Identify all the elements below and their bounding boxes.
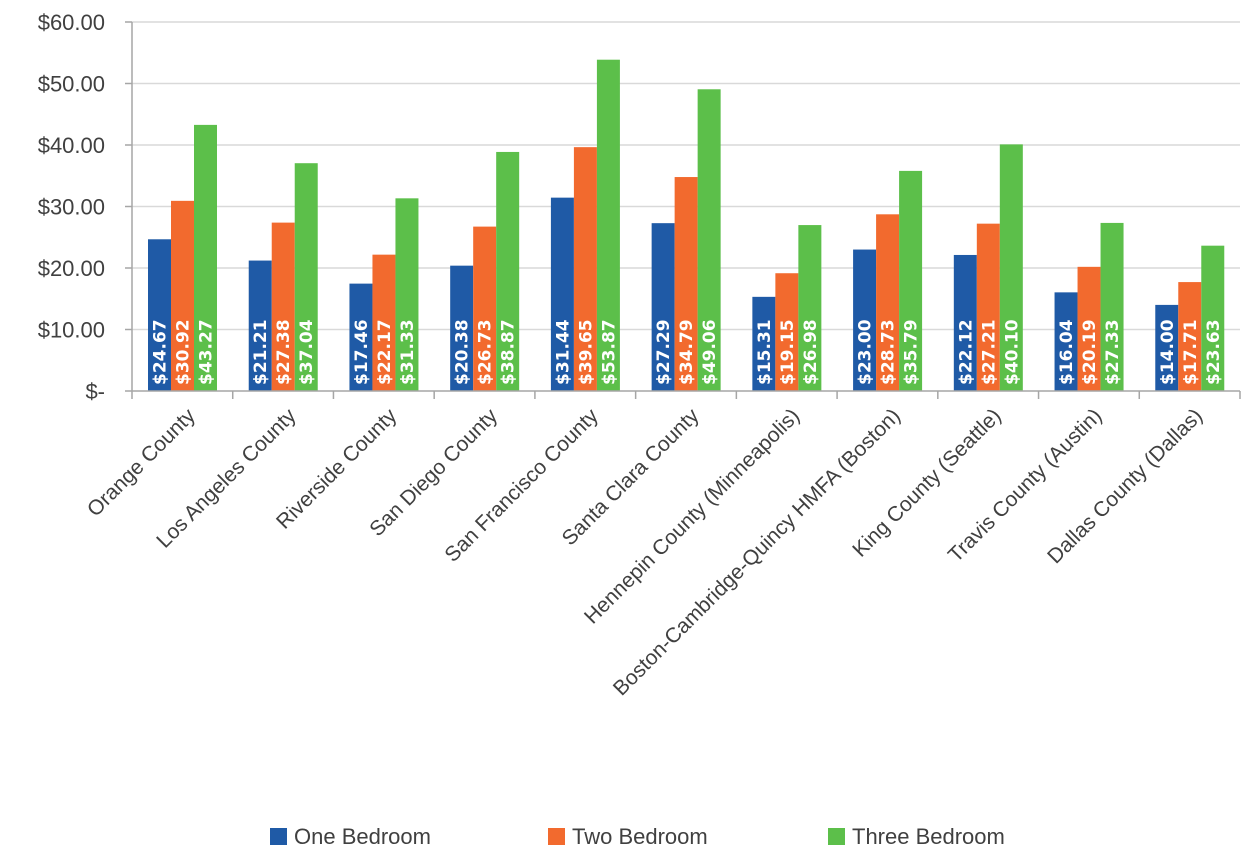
bar-data-label: $28.73 — [879, 319, 899, 385]
bar-three-bedroom — [395, 198, 419, 391]
bar-three-bedroom — [999, 144, 1023, 391]
y-tick-label: $50.00 — [38, 72, 105, 97]
bar-data-label: $30.92 — [174, 319, 194, 385]
bar-three-bedroom — [294, 163, 318, 391]
bar-two-bedroom — [271, 222, 295, 391]
bars — [148, 59, 1225, 392]
bar-data-label: $31.44 — [553, 319, 573, 385]
bar-two-bedroom — [976, 223, 1000, 391]
bar-one-bedroom — [953, 254, 977, 391]
bar-one-bedroom — [550, 197, 574, 391]
bar-two-bedroom — [674, 177, 698, 391]
legend-label: Three Bedroom — [852, 824, 1005, 849]
bar-two-bedroom — [775, 273, 799, 391]
bar-data-label: $17.46 — [352, 319, 372, 385]
bar-one-bedroom — [148, 239, 171, 391]
bar-one-bedroom — [349, 283, 373, 391]
bar-data-label: $35.79 — [902, 319, 922, 385]
bar-three-bedroom — [194, 124, 217, 392]
bar-one-bedroom — [752, 296, 776, 391]
bar-data-label: $49.06 — [700, 319, 720, 385]
bar-data-label: $17.71 — [1181, 319, 1201, 385]
bar-data-label: $43.27 — [197, 319, 217, 385]
bar-data-label: $20.19 — [1080, 319, 1100, 385]
legend-swatch — [548, 828, 565, 845]
bar-one-bedroom — [853, 249, 877, 391]
x-category-label: Hennepin County (Minneapolis) — [580, 404, 804, 628]
y-tick-label: $20.00 — [38, 256, 105, 281]
bar-one-bedroom — [450, 265, 474, 391]
y-axis-tick-labels: $- $10.00 $20.00 $30.00 $40.00 $50.00 $60.00 — [38, 10, 105, 404]
legend-label: Two Bedroom — [572, 824, 708, 849]
bar-data-label: $15.31 — [755, 319, 775, 385]
bar-data-label: $34.79 — [677, 319, 697, 385]
legend-swatch — [828, 828, 845, 845]
y-tick-label: $40.00 — [38, 133, 105, 158]
legend-item-three-bedroom: Three Bedroom — [828, 824, 1005, 849]
bar-two-bedroom — [1178, 282, 1202, 391]
legend-item-two-bedroom: Two Bedroom — [548, 824, 708, 849]
bar-data-label: $21.21 — [251, 319, 271, 385]
bar-one-bedroom — [1155, 304, 1179, 391]
bar-data-label: $38.87 — [499, 319, 519, 385]
bar-data-label: $26.73 — [476, 319, 496, 385]
legend: One Bedroom Two Bedroom Three Bedroom — [270, 824, 1005, 849]
legend-label: One Bedroom — [294, 824, 431, 849]
bar-data-label: $39.65 — [576, 319, 596, 385]
bar-data-label: $53.87 — [599, 319, 619, 385]
y-tick-label: $60.00 — [38, 10, 105, 35]
bar-two-bedroom — [372, 254, 396, 391]
axes — [125, 21, 1241, 399]
bar-data-label: $22.17 — [375, 319, 395, 385]
bar-two-bedroom — [473, 226, 497, 391]
bar-three-bedroom — [1100, 222, 1124, 391]
bar-data-label: $40.10 — [1002, 319, 1022, 385]
bar-two-bedroom — [573, 147, 597, 391]
bar-three-bedroom — [596, 59, 620, 392]
bar-three-bedroom — [697, 89, 721, 391]
x-category-label: Orange County — [83, 404, 200, 521]
bar-two-bedroom — [171, 200, 194, 391]
bar-three-bedroom — [798, 225, 822, 391]
bar-data-label: $22.12 — [956, 319, 976, 385]
bar-data-label: $31.33 — [398, 319, 418, 385]
y-tick-label: $10.00 — [38, 318, 105, 343]
bar-data-label: $14.00 — [1158, 319, 1178, 385]
bar-data-label: $16.04 — [1057, 319, 1077, 385]
bar-data-label: $19.15 — [778, 319, 798, 385]
bar-two-bedroom — [876, 214, 900, 391]
bar-data-label: $27.21 — [979, 319, 999, 385]
bar-three-bedroom — [496, 151, 520, 391]
legend-swatch — [270, 828, 287, 845]
bar-one-bedroom — [248, 260, 272, 391]
bar-one-bedroom — [1054, 292, 1078, 391]
bar-data-label: $27.33 — [1103, 319, 1123, 385]
data-labels: $24.67 $30.92 $43.27 $21.21 $27.38 $37.04 $17.… — [151, 319, 1224, 385]
bar-data-label: $20.38 — [453, 319, 473, 385]
legend-item-one-bedroom: One Bedroom — [270, 824, 431, 849]
bar-one-bedroom — [651, 223, 675, 391]
bar-three-bedroom — [1201, 245, 1225, 391]
bar-data-label: $23.00 — [856, 319, 876, 385]
bar-data-label: $27.29 — [654, 319, 674, 385]
bar-data-label: $23.63 — [1204, 319, 1224, 385]
bar-data-label: $37.04 — [297, 319, 317, 385]
bar-data-label: $27.38 — [274, 319, 294, 385]
bar-data-label: $26.98 — [801, 319, 821, 385]
bar-two-bedroom — [1077, 266, 1101, 391]
bar-three-bedroom — [899, 170, 923, 391]
y-tick-label: $- — [85, 379, 105, 404]
bar-data-label: $24.67 — [151, 319, 171, 385]
y-tick-label: $30.00 — [38, 195, 105, 220]
